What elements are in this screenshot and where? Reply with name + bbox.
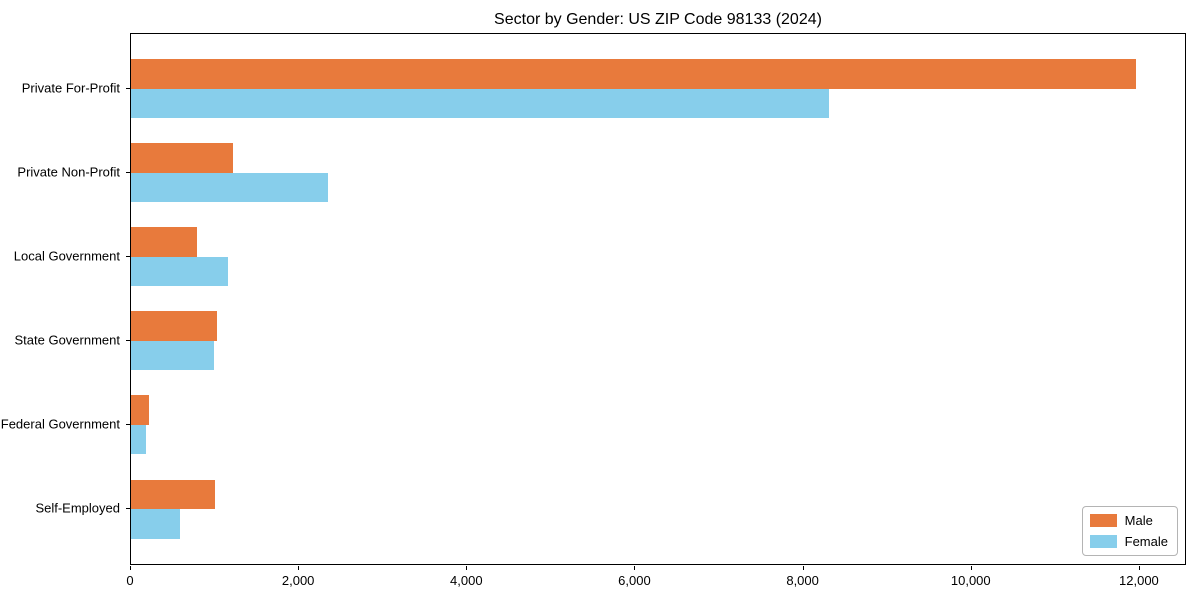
y-tick-label: Federal Government bbox=[0, 416, 120, 432]
x-tick bbox=[970, 566, 972, 570]
y-tick-label: Private Non-Profit bbox=[17, 164, 120, 180]
y-tick-label: State Government bbox=[14, 332, 121, 348]
female-swatch bbox=[1089, 535, 1117, 548]
y-tick bbox=[126, 508, 130, 509]
x-tick bbox=[634, 566, 636, 570]
x-tick-label: 0 bbox=[126, 573, 134, 588]
legend: Male Female bbox=[1081, 506, 1178, 556]
x-tick-label: 8,000 bbox=[786, 573, 819, 588]
x-tick-label: 6,000 bbox=[618, 573, 651, 588]
bar-female-5 bbox=[131, 424, 146, 455]
legend-entry-female: Female bbox=[1089, 534, 1168, 549]
bar-female-3 bbox=[131, 256, 228, 287]
y-tick bbox=[126, 171, 130, 173]
bar-female-6 bbox=[131, 509, 181, 539]
legend-label-female: Female bbox=[1124, 534, 1168, 549]
y-tick bbox=[126, 87, 130, 89]
bar-male-4 bbox=[131, 311, 217, 341]
bar-male-2 bbox=[131, 143, 233, 173]
x-tick-label: 10,000 bbox=[950, 573, 991, 588]
x-tick-label: 2,000 bbox=[281, 573, 315, 588]
y-tick-label: Local Government bbox=[13, 248, 120, 264]
bar-female-4 bbox=[131, 340, 214, 371]
x-tick-label: 4,000 bbox=[450, 573, 483, 588]
x-tick bbox=[1138, 566, 1140, 570]
bar-male-1 bbox=[131, 59, 1136, 89]
legend-label-male: Male bbox=[1124, 513, 1153, 528]
bar-male-6 bbox=[131, 479, 216, 509]
bar-male-5 bbox=[131, 395, 150, 425]
male-swatch bbox=[1089, 514, 1117, 527]
bar-female-2 bbox=[131, 172, 328, 203]
x-tick bbox=[466, 566, 468, 570]
x-tick bbox=[802, 566, 804, 570]
x-tick bbox=[130, 566, 131, 570]
chart-title: Sector by Gender: US ZIP Code 98133 (202… bbox=[494, 11, 822, 28]
y-tick bbox=[126, 339, 130, 341]
y-tick-label: Self-Employed bbox=[35, 500, 120, 516]
x-tick-label: 12,000 bbox=[1119, 573, 1159, 588]
plot-area: Male Female bbox=[130, 33, 1186, 565]
legend-entry-male: Male bbox=[1089, 513, 1168, 528]
y-tick-label: Private For-Profit bbox=[21, 80, 120, 95]
bar-male-3 bbox=[131, 227, 198, 257]
y-tick bbox=[126, 255, 130, 257]
y-tick bbox=[126, 423, 130, 425]
bar-female-1 bbox=[131, 88, 829, 118]
x-tick bbox=[298, 566, 300, 570]
